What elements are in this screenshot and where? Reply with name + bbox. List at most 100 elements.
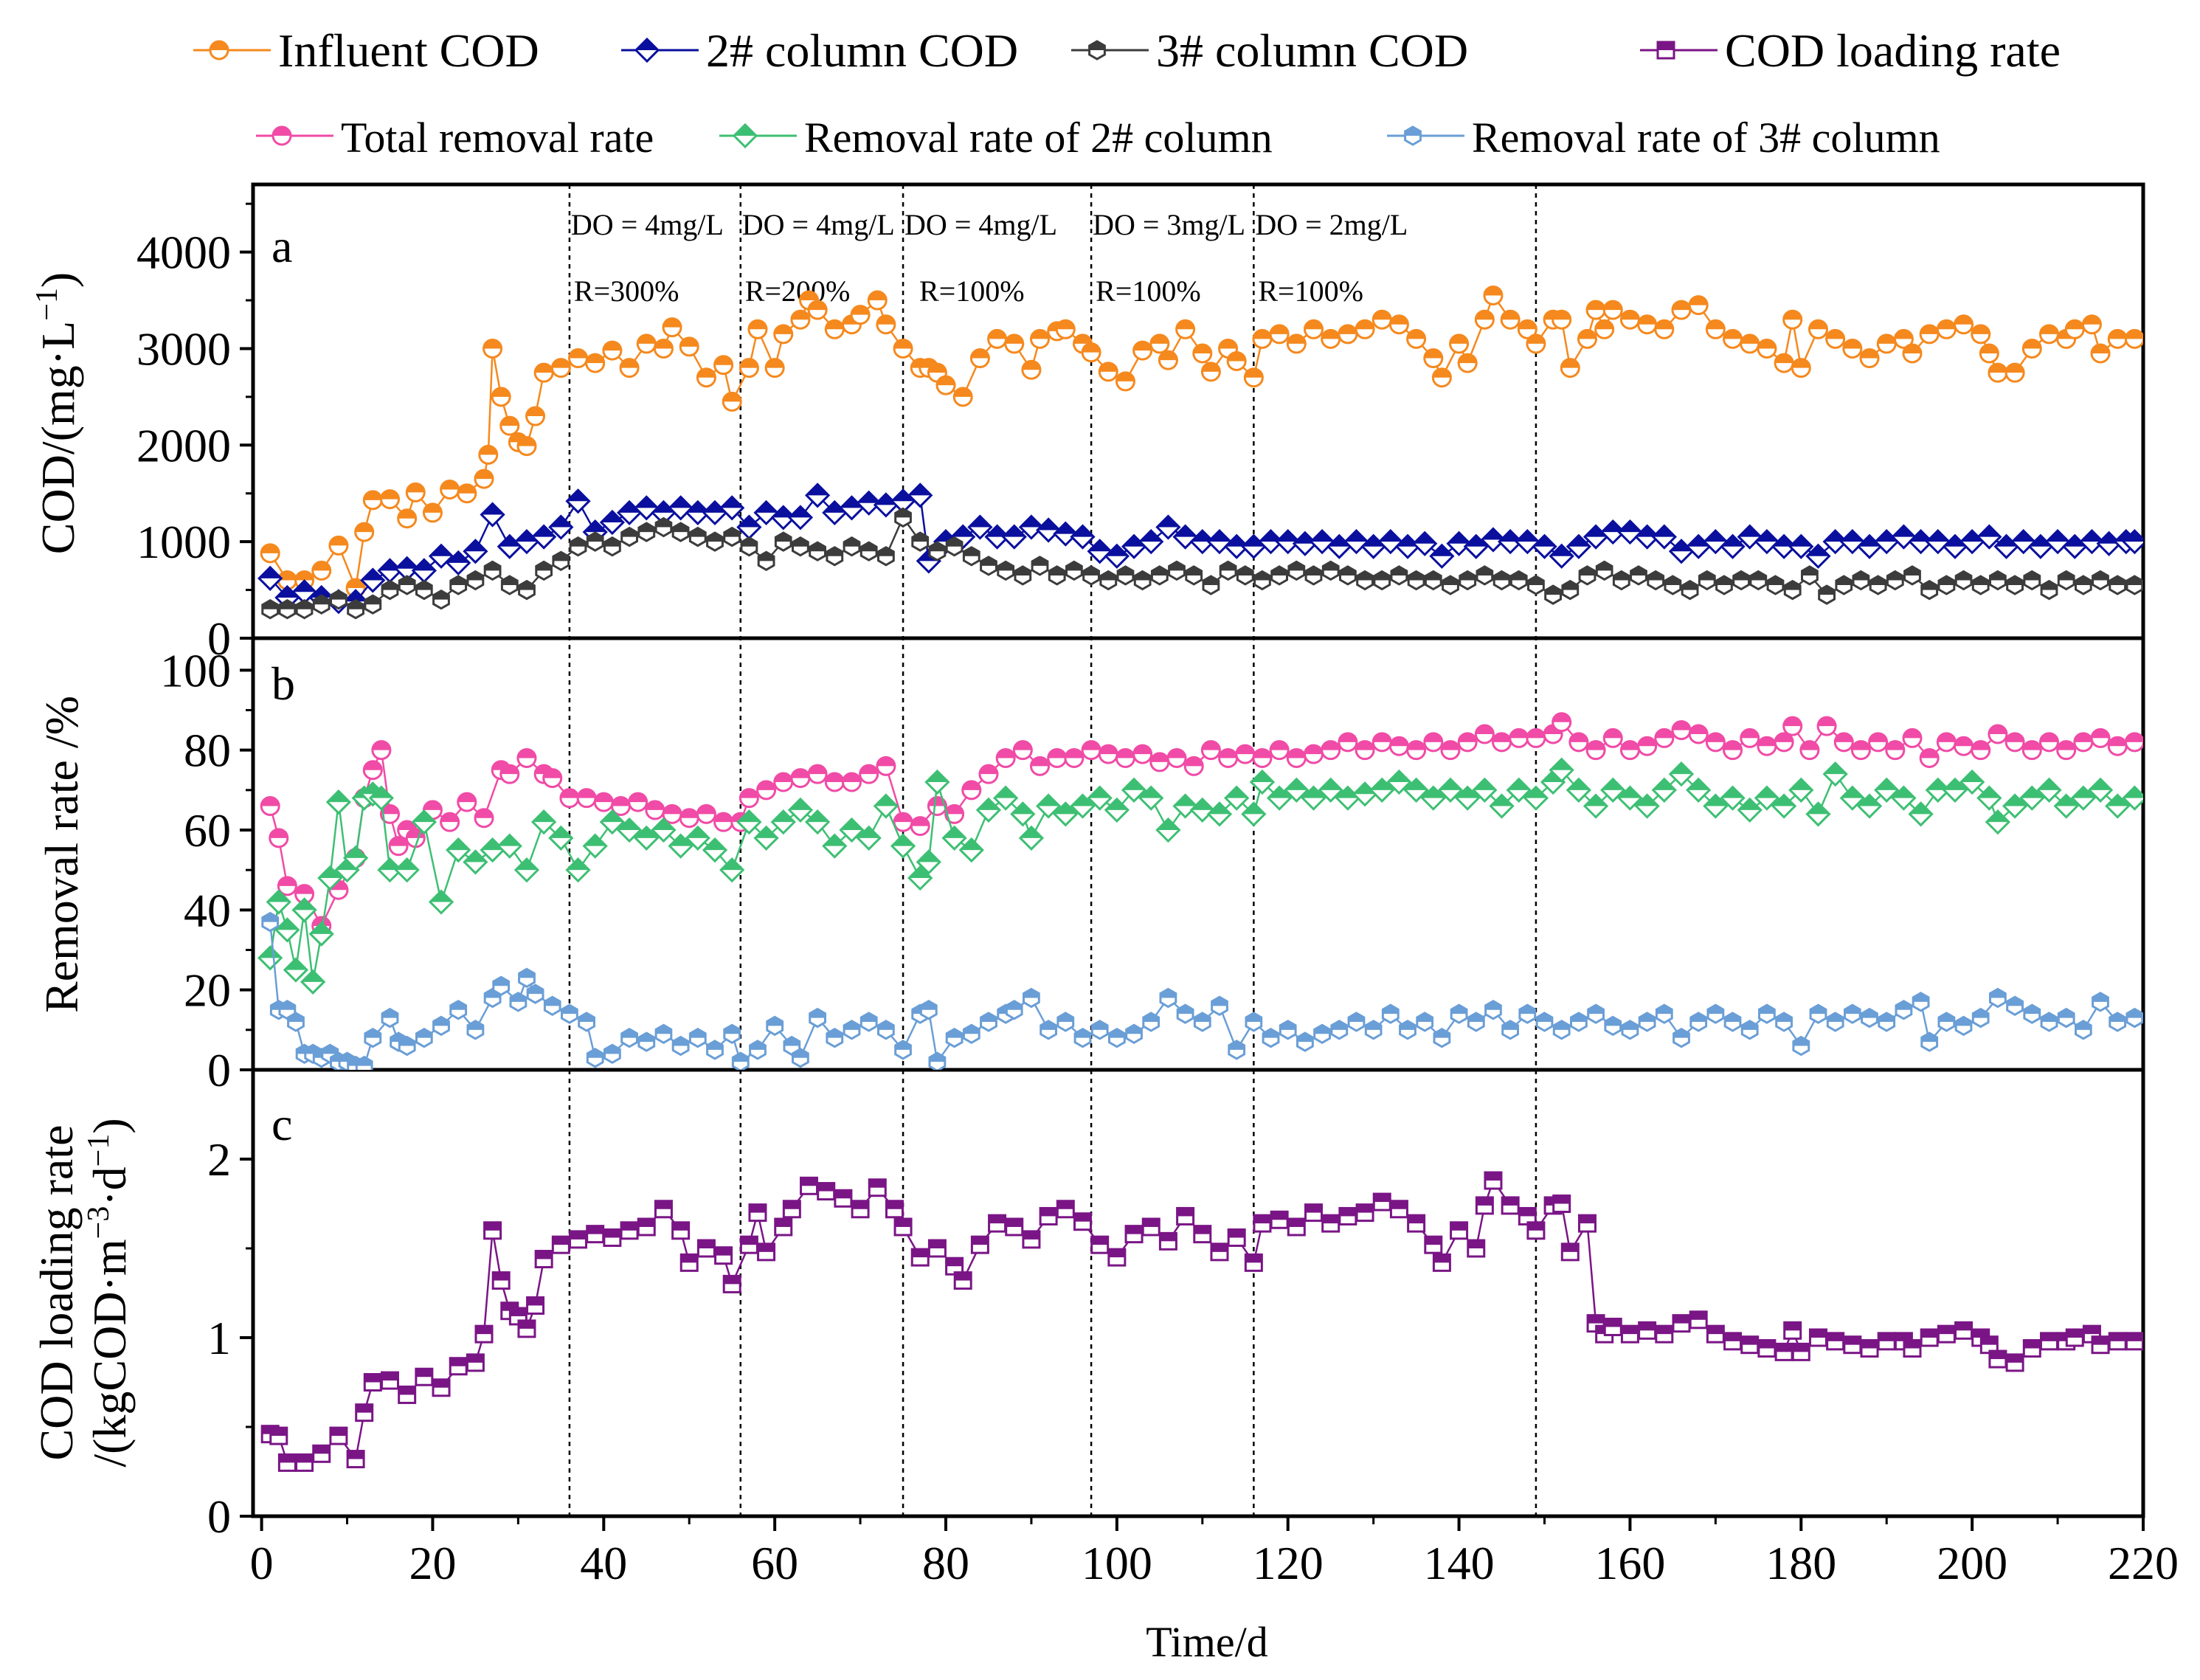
col2-point-fill: [986, 525, 1009, 537]
col2-point: [480, 502, 505, 528]
influent-point: [311, 560, 332, 581]
total-point-fill: [1168, 749, 1186, 758]
influent-point-fill: [1561, 359, 1580, 368]
col2-point-fill: [1943, 535, 1966, 547]
influent-point: [1252, 328, 1273, 349]
col3-point: [757, 550, 775, 572]
loading-point-fill: [775, 1218, 792, 1227]
total-point-fill: [1706, 733, 1725, 742]
rem2-point-fill: [1020, 826, 1042, 838]
rem3-point: [432, 1015, 450, 1037]
col2-point-fill: [1824, 530, 1847, 542]
rem3-point-fill: [1759, 1005, 1775, 1014]
influent-point-fill: [1903, 344, 1921, 353]
col2-point-fill: [567, 490, 589, 502]
panel-a-y-tick-label: 2000: [136, 419, 231, 471]
col3-point-fill: [1733, 571, 1749, 581]
rem3-point-fill: [1878, 1013, 1895, 1022]
col3-point-fill: [638, 523, 654, 533]
rem2-point: [1189, 797, 1215, 823]
col3-point-fill: [1938, 576, 1954, 586]
col2-point: [1600, 519, 1626, 545]
total-point: [1474, 724, 1495, 744]
col3-point-fill: [775, 533, 792, 542]
col3-point-fill: [895, 508, 911, 518]
rem2-point-fill: [1422, 787, 1445, 798]
rem3-point-fill: [844, 1020, 859, 1030]
rem3-point: [1740, 1020, 1759, 1040]
rem3-point: [509, 992, 527, 1012]
rem3-point-fill: [1126, 1025, 1142, 1034]
influent-point-fill: [355, 523, 373, 533]
total-point: [1098, 744, 1118, 764]
total-point-fill: [269, 829, 288, 838]
col2-point: [967, 514, 993, 540]
influent-point: [1149, 333, 1170, 354]
rem3-point: [1706, 1003, 1725, 1024]
col3-point-fill: [416, 581, 432, 590]
loading-point: [1689, 1310, 1708, 1330]
influent-point: [585, 353, 606, 373]
total-point: [978, 764, 999, 784]
col2-point-fill: [1978, 525, 2001, 537]
col3-point: [1509, 570, 1528, 591]
rem2-point: [634, 825, 660, 851]
rem3-point-fill: [656, 1025, 671, 1034]
col3-point: [1527, 575, 1545, 595]
rem2-point-fill: [1909, 803, 1932, 815]
rem2-point: [975, 797, 1002, 823]
rem3-point-fill: [527, 985, 543, 995]
col3-point: [1903, 565, 1921, 586]
rem2-point: [1369, 777, 1395, 803]
influent-point-fill: [2092, 344, 2110, 353]
rem2-point-fill: [721, 859, 744, 871]
x-tick-label: 160: [1594, 1537, 1665, 1589]
col3-point: [312, 594, 331, 615]
col3-point-fill: [1887, 571, 1903, 581]
loading-point-fill: [1211, 1243, 1228, 1252]
total-point: [593, 792, 614, 812]
rem2-point-fill: [1585, 795, 1608, 806]
rem2-point-fill: [1653, 778, 1675, 790]
influent-point: [1132, 340, 1153, 361]
loading-point-fill: [433, 1379, 450, 1388]
loading-point-fill: [749, 1204, 766, 1213]
rem2-point: [907, 865, 933, 891]
loading-point-fill: [484, 1222, 501, 1231]
rem2-point: [651, 817, 677, 843]
rem2-point: [1301, 785, 1326, 811]
loading-point-fill: [2041, 1332, 2058, 1341]
influent-point-fill: [1338, 325, 1357, 334]
col3-point: [1852, 570, 1870, 591]
rem3-point: [415, 1027, 433, 1048]
loading-point: [1193, 1225, 1212, 1244]
rem2-point: [1318, 777, 1343, 803]
col2-point-fill: [1807, 545, 1830, 556]
influent-point: [1825, 328, 1846, 349]
rem3-point: [1587, 1003, 1605, 1024]
rem2-point-fill: [1225, 787, 1248, 798]
total-point-fill: [1835, 733, 1853, 742]
col3-point-fill: [758, 552, 774, 561]
col3-point: [1031, 556, 1049, 576]
loading-point-fill: [724, 1276, 741, 1285]
col2-point: [1053, 521, 1079, 547]
loading-point-fill: [912, 1249, 929, 1258]
col3-point: [928, 541, 947, 561]
legend-circle-icon-fill: [210, 41, 228, 50]
rem2-point: [822, 833, 848, 859]
rem3-point: [1638, 1012, 1656, 1032]
total-point: [1585, 740, 1606, 761]
total-point: [2124, 732, 2143, 753]
rem3-point: [1758, 1003, 1776, 1024]
col3-point: [1698, 570, 1716, 591]
loading-point: [1270, 1210, 1289, 1229]
loading-point: [722, 1274, 741, 1293]
col2-point-fill: [1054, 522, 1077, 534]
loading-point-fill: [1878, 1332, 1895, 1341]
influent-point-fill: [1321, 330, 1340, 339]
influent-point: [1243, 367, 1264, 388]
rem2-point: [1686, 777, 1712, 803]
col3-point: [1014, 565, 1032, 586]
panel-a-ylabel-close: ): [32, 272, 84, 288]
